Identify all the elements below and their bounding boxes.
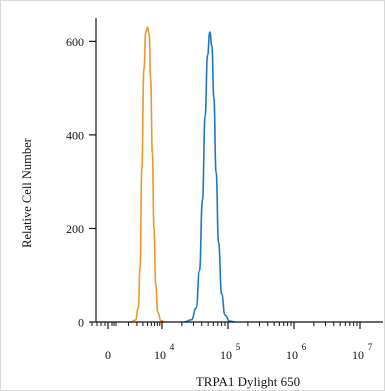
- plot-area: [130, 26, 235, 323]
- x-tick-label: 10: [220, 348, 232, 362]
- x-axis-ticks: 0 10 4 10 5 10 6 10 7: [105, 322, 373, 362]
- x-tick-exponent: 4: [170, 342, 175, 352]
- x-axis-minor-ticks: [91, 322, 358, 326]
- x-tick-exponent: 6: [302, 342, 307, 352]
- y-tick-label: 200: [66, 222, 84, 236]
- y-axis-ticks: 0 200 400 600: [66, 35, 96, 330]
- y-axis-label: Relative Cell Number: [20, 137, 34, 248]
- y-tick-label: 600: [66, 35, 84, 49]
- x-tick-exponent: 5: [236, 342, 241, 352]
- x-tick-label: 10: [154, 348, 166, 362]
- histogram-series-2: [184, 31, 235, 323]
- y-tick-label: 0: [78, 316, 84, 330]
- x-tick-exponent: 7: [368, 342, 373, 352]
- x-tick-label: 10: [286, 348, 298, 362]
- histogram-series-1: [130, 26, 165, 323]
- y-tick-label: 400: [66, 128, 84, 142]
- x-tick-label: 10: [352, 348, 364, 362]
- x-axis-label: TRPA1 Dylight 650: [196, 374, 300, 389]
- x-tick-label: 0: [105, 348, 111, 362]
